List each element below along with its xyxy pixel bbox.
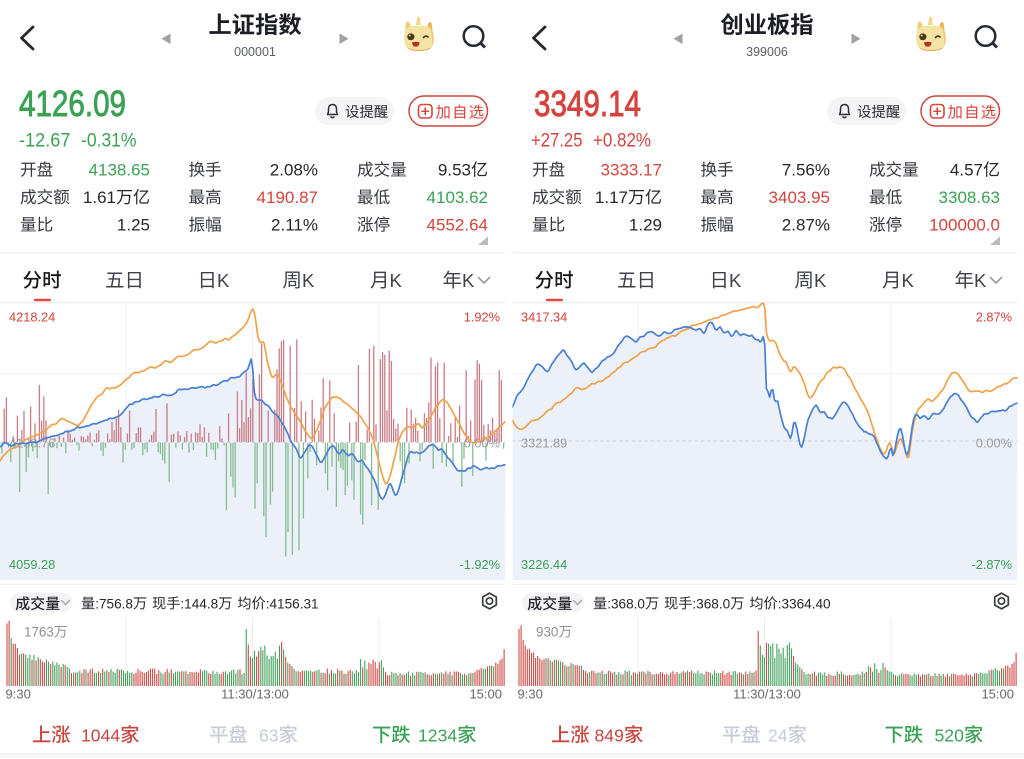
svg-text:3417.34: 3417.34 [521,309,567,324]
svg-text:3349.14: 3349.14 [534,83,641,124]
svg-text:0.00%: 0.00% [976,435,1012,450]
svg-text:930: 930 [536,625,558,640]
svg-text:4138.65: 4138.65 [89,161,150,180]
svg-text:4.57: 4.57 [950,161,983,180]
svg-text:3321.89: 3321.89 [521,435,567,450]
svg-text:K: K [974,270,987,291]
svg-text:3333.17: 3333.17 [601,161,662,180]
svg-text:1044: 1044 [81,726,120,746]
svg-text::4156.31: :4156.31 [266,596,319,611]
svg-text:3308.63: 3308.63 [939,188,1000,207]
svg-text:4103.62: 4103.62 [427,188,488,207]
svg-text:1.17: 1.17 [595,188,628,207]
svg-text:-12.67: -12.67 [19,131,71,152]
svg-text:K: K [729,270,742,291]
svg-text:7.56%: 7.56% [782,161,830,180]
svg-text:-0.31%: -0.31% [81,131,137,152]
svg-text:1.29: 1.29 [629,216,662,235]
svg-text:15:00: 15:00 [469,687,502,702]
svg-text:9:30: 9:30 [518,687,543,702]
svg-text:2.87%: 2.87% [782,216,830,235]
svg-text:2.08%: 2.08% [270,161,318,180]
svg-text:63: 63 [259,726,279,746]
svg-text:K: K [217,270,230,291]
svg-text:1.92%: 1.92% [464,309,500,324]
svg-text::756.8: :756.8 [95,596,133,611]
svg-text:K: K [390,270,403,291]
svg-text::368.0: :368.0 [607,596,645,611]
svg-text:2.11%: 2.11% [271,216,318,235]
svg-text:4126.09: 4126.09 [19,83,126,124]
svg-text:2.87%: 2.87% [976,309,1012,324]
svg-text:9.53: 9.53 [438,161,471,180]
svg-text:9:30: 9:30 [6,687,31,702]
svg-text:11:30/13:00: 11:30/13:00 [733,687,801,702]
svg-text:K: K [462,270,475,291]
svg-text:399006: 399006 [746,45,788,59]
svg-text:4190.87: 4190.87 [257,188,318,207]
svg-text:+27.25: +27.25 [531,131,583,152]
svg-text:-1.92%: -1.92% [459,557,500,572]
svg-text:K: K [902,270,915,291]
svg-text:11:30/13:00: 11:30/13:00 [221,687,289,702]
svg-text:520: 520 [935,726,965,746]
svg-text::3364.40: :3364.40 [778,596,831,611]
svg-text:K: K [814,270,827,291]
svg-text:849: 849 [595,726,624,746]
svg-text:4059.28: 4059.28 [9,557,55,572]
svg-text:24: 24 [768,726,788,746]
svg-text:1.25: 1.25 [117,216,150,235]
svg-text:1763: 1763 [24,625,54,640]
svg-text:4552.64: 4552.64 [427,216,488,235]
svg-text:3403.95: 3403.95 [769,188,830,207]
svg-text:15:00: 15:00 [981,687,1014,702]
svg-text:3226.44: 3226.44 [521,557,567,572]
svg-text:-2.87%: -2.87% [971,557,1012,572]
svg-text:K: K [302,270,315,291]
svg-text:1.61: 1.61 [83,188,116,207]
svg-text:000001: 000001 [234,45,276,59]
svg-text::144.8: :144.8 [180,596,218,611]
svg-text::368.0: :368.0 [692,596,730,611]
svg-text:1234: 1234 [418,726,457,746]
svg-text:4218.24: 4218.24 [9,309,55,324]
svg-text:100000.0: 100000.0 [929,216,1000,235]
svg-text:+0.82%: +0.82% [593,131,651,152]
